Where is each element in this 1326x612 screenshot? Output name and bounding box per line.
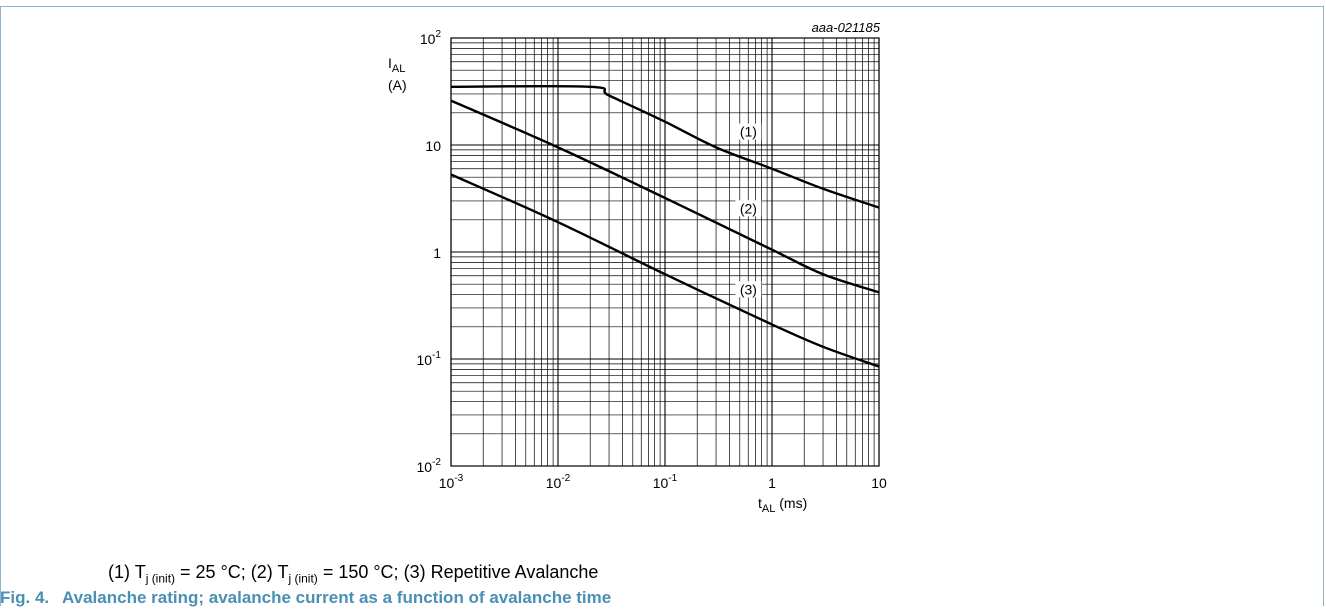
plot-frame xyxy=(450,37,880,467)
label-layer: (1)(2)(3)10-3 10-2 10-1 1 1010210110-110-2IA… xyxy=(388,29,887,515)
legend-item-3: (3) Repetitive Avalanche xyxy=(403,562,599,582)
series-label-bg-1 xyxy=(735,123,762,140)
series-label-bg-3 xyxy=(735,281,762,298)
series-curve-2 xyxy=(450,99,880,294)
figure-frame xyxy=(0,6,1324,606)
y-tick-label: 102 xyxy=(420,29,442,47)
y-tick-label: 10-1 xyxy=(417,350,442,368)
x-tick-label: 1 xyxy=(768,475,776,491)
y-axis-unit: (A) xyxy=(388,77,407,93)
series-label-1: (1) xyxy=(740,124,757,140)
y-tick-label: 1 xyxy=(433,245,441,261)
legend-item-1: (1) Tj (init) = 25 °C; xyxy=(108,562,246,586)
y-tick-label: 10 xyxy=(425,138,441,154)
avalanche-chart: (1)(2)(3)10-3 10-2 10-1 1 1010210110-110-2IA… xyxy=(388,20,887,515)
figure-caption: Fig. 4. Avalanche rating; avalanche curre… xyxy=(0,588,611,608)
figure-code: aaa-021185 xyxy=(812,20,881,35)
legend: (1) Tj (init) = 25 °C; (2) Tj (init) = 1… xyxy=(108,562,598,586)
series-curve-1 xyxy=(450,84,880,209)
caption-text: Avalanche rating; avalanche current as a… xyxy=(62,588,612,607)
x-axis-label: tAL (ms) xyxy=(758,495,807,515)
series-label-3: (3) xyxy=(740,281,757,297)
x-tick-label: 10 xyxy=(871,475,887,491)
grid-layer xyxy=(450,37,880,467)
legend-item-2: (2) Tj (init) = 150 °C; xyxy=(250,562,399,586)
x-tick-label: 10-1 xyxy=(653,473,678,491)
x-tick-label: 10-2 xyxy=(546,473,571,491)
y-axis-label: IAL xyxy=(388,55,405,75)
caption-number: Fig. 4. xyxy=(0,588,50,607)
series-label-2: (2) xyxy=(740,200,757,216)
x-tick-label: 10-3 xyxy=(439,473,464,491)
curve-layer xyxy=(450,84,880,368)
y-tick-label: 10-2 xyxy=(417,457,442,475)
series-label-bg-2 xyxy=(735,200,762,217)
series-curve-3 xyxy=(450,173,880,368)
